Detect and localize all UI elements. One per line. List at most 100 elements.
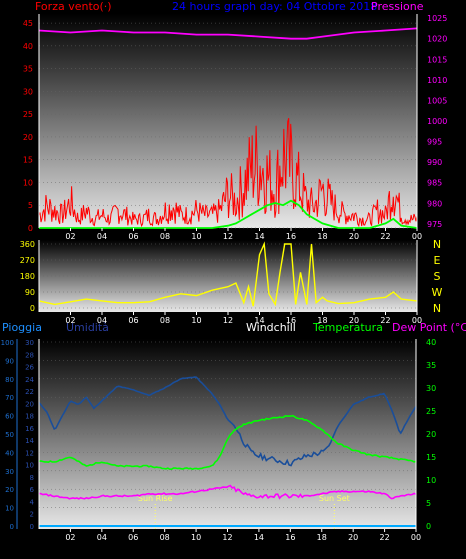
temp-tick-label: 5 [426, 499, 431, 508]
humidity-line [38, 376, 417, 467]
humidity-tick-label: 8 [30, 474, 34, 482]
humidity-tick-label: 28 [25, 351, 34, 359]
x-tick-label: 06 [128, 232, 138, 241]
x-tick-label: 16 [285, 533, 295, 542]
humidity-tick-label: 0 [30, 523, 34, 531]
left-tick-label: 20 [23, 133, 33, 142]
humidity-tick-label: 24 [25, 376, 34, 384]
humidity-tick-label: 26 [25, 364, 34, 372]
x-tick-label: 02 [65, 232, 75, 241]
temp-tick-label: 10 [426, 476, 436, 485]
rain-tick-label: 80 [5, 376, 14, 384]
x-tick-label: 00 [412, 316, 422, 325]
x-tick-label: 20 [349, 232, 359, 241]
rain-tick-label: 50 [5, 431, 14, 439]
humidity-tick-label: 20 [25, 400, 34, 408]
x-tick-label: 04 [97, 232, 107, 241]
temp-tick-label: 35 [426, 361, 436, 370]
dewpoint-legend: Dew Point (°C) [392, 321, 466, 334]
compass-label: S [434, 270, 441, 283]
right-tick-label: 1010 [427, 76, 447, 85]
temp-tick-label: 0 [426, 522, 431, 531]
humidity-tick-label: 14 [25, 437, 34, 445]
temp-tick-label: 30 [426, 384, 436, 393]
humidity-tick-label: 16 [25, 425, 34, 433]
compass-label: W [432, 286, 443, 299]
windchill-legend: Windchill [246, 321, 296, 334]
left-tick-label: 15 [23, 156, 33, 165]
right-tick-label: 980 [427, 199, 442, 208]
x-tick-label: 02 [65, 533, 75, 542]
x-tick-label: 04 [97, 316, 107, 325]
humidity-label: Umidità [66, 321, 109, 334]
right-tick-label: 1020 [427, 35, 447, 44]
x-tick-label: 08 [160, 316, 170, 325]
x-tick-label: 20 [348, 533, 358, 542]
x-tick-label: 10 [191, 316, 201, 325]
right-tick-label: 1005 [427, 96, 447, 105]
x-tick-label: 10 [191, 232, 201, 241]
x-tick-label: 18 [317, 232, 327, 241]
humidity-tick-label: 2 [30, 511, 34, 519]
x-tick-label: 04 [97, 533, 107, 542]
sun-label: Sun Rise [138, 494, 173, 503]
chart-title: 24 hours graph day: 04 Ottobre 2018 [172, 0, 377, 13]
x-tick-label: 06 [128, 316, 138, 325]
x-tick-label: 22 [380, 316, 390, 325]
left-tick-label: 45 [23, 19, 33, 28]
x-tick-label: 00 [411, 533, 421, 542]
direction-tick-label: 0 [30, 304, 35, 313]
x-tick-label: 02 [65, 316, 75, 325]
temp-tick-label: 20 [426, 430, 436, 439]
direction-tick-label: 90 [25, 288, 35, 297]
x-tick-label: 18 [317, 316, 327, 325]
right-tick-label: 975 [427, 220, 442, 229]
humidity-tick-label: 4 [30, 498, 35, 506]
x-tick-label: 18 [317, 533, 327, 542]
left-tick-label: 5 [28, 201, 33, 210]
x-tick-label: 14 [254, 533, 264, 542]
direction-tick-label: 360 [20, 240, 35, 249]
left-tick-label: 25 [23, 110, 33, 119]
x-tick-label: 22 [379, 533, 389, 542]
x-tick-label: 08 [160, 533, 170, 542]
compass-label: E [434, 254, 441, 267]
rain-tick-label: 10 [5, 505, 14, 513]
rain-tick-label: 20 [5, 486, 14, 494]
humidity-tick-label: 22 [25, 388, 34, 396]
rain-tick-label: 70 [5, 394, 14, 402]
rain-tick-label: 0 [10, 523, 14, 531]
x-tick-label: 08 [160, 232, 170, 241]
pressure-line [38, 27, 418, 40]
right-tick-label: 1015 [427, 55, 447, 64]
left-tick-label: 10 [23, 178, 33, 187]
right-tick-label: 1000 [427, 117, 447, 126]
left-tick-label: 30 [23, 87, 33, 96]
compass-label: N [433, 238, 441, 251]
x-tick-label: 14 [254, 316, 264, 325]
humidity-tick-label: 12 [25, 449, 34, 457]
x-tick-label: 06 [128, 533, 138, 542]
rain-tick-label: 60 [5, 413, 14, 421]
temperature-panel: Pioggia Umidità Windchill Temperatura De… [1, 321, 466, 542]
rain-tick-label: 100 [1, 339, 14, 347]
right-tick-label: 990 [427, 158, 442, 167]
rain-tick-label: 90 [5, 357, 14, 365]
x-tick-label: 22 [380, 232, 390, 241]
humidity-tick-label: 10 [25, 462, 34, 470]
direction-plot-area [39, 240, 417, 312]
left-tick-label: 0 [28, 224, 33, 233]
direction-tick-label: 180 [20, 272, 35, 281]
rain-label: Pioggia [2, 321, 42, 334]
dewpoint-line [38, 484, 417, 500]
temp-tick-label: 15 [426, 453, 436, 462]
wind-gust-line [39, 199, 418, 229]
temp-tick-label: 40 [426, 338, 436, 347]
sun-label: Sun Set [319, 494, 350, 503]
wind-direction-line [38, 241, 418, 307]
wind-axis-title: Forza vento(·) [35, 0, 112, 13]
wind-pressure-panel: Forza vento(·) 24 hours graph day: 04 Ot… [23, 0, 448, 241]
humidity-tick-label: 18 [25, 413, 34, 421]
compass-label: N [433, 302, 441, 315]
